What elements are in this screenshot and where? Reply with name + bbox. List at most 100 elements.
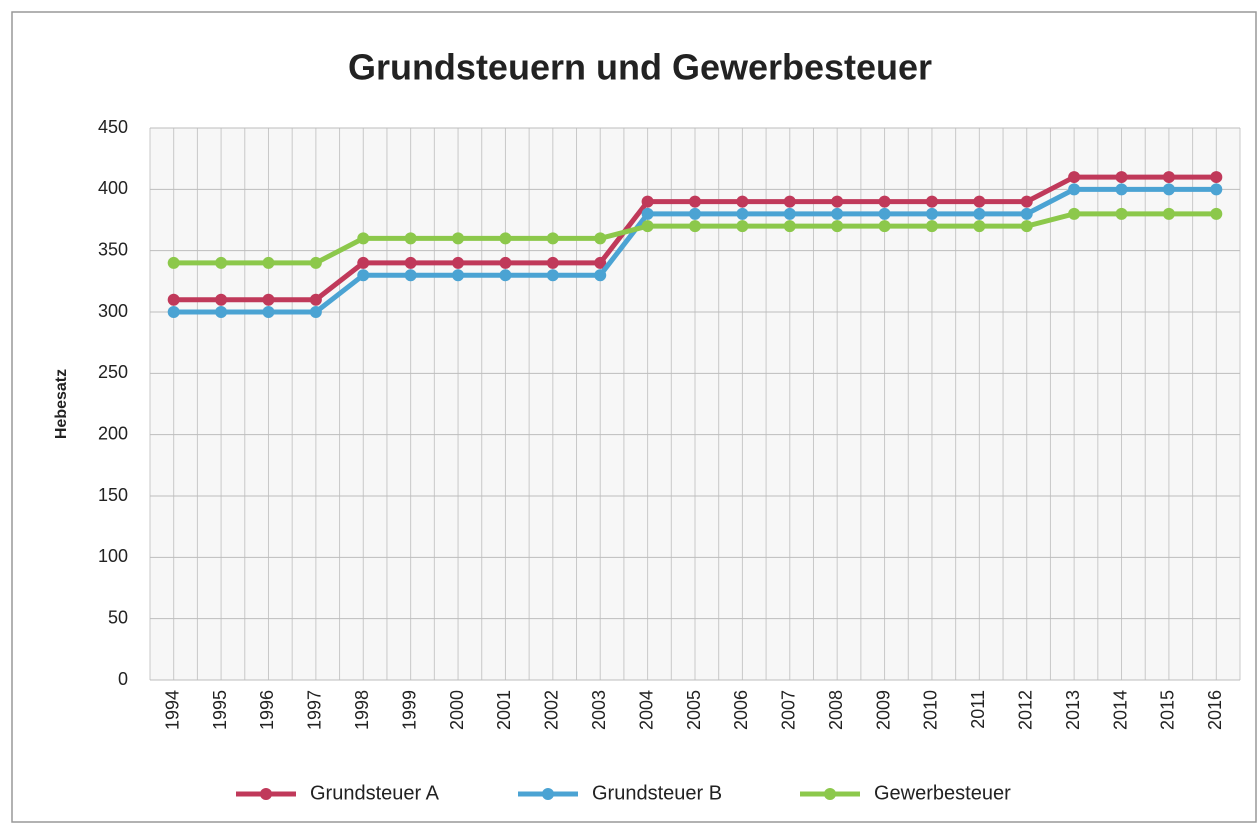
series-point <box>499 256 512 269</box>
series-point <box>1068 183 1081 196</box>
x-tick-label: 1998 <box>352 690 372 730</box>
series-point <box>499 232 512 245</box>
series-point <box>404 232 417 245</box>
y-tick-label: 50 <box>108 607 128 627</box>
series-point <box>452 269 465 282</box>
series-point <box>831 207 844 220</box>
series-point <box>973 207 986 220</box>
series-point <box>404 256 417 269</box>
series-point <box>594 269 607 282</box>
x-tick-label: 1994 <box>162 690 182 730</box>
series-point <box>357 232 370 245</box>
series-point <box>357 269 370 282</box>
y-axis-label: Hebesatz <box>53 369 70 439</box>
y-tick-label: 450 <box>98 117 128 137</box>
series-point <box>783 207 796 220</box>
series-point <box>736 195 749 208</box>
series-point <box>925 207 938 220</box>
y-tick-label: 400 <box>98 178 128 198</box>
chart-title: Grundsteuern und Gewerbesteuer <box>348 47 932 88</box>
series-point <box>262 256 275 269</box>
series-point <box>452 256 465 269</box>
series-point <box>783 220 796 233</box>
series-point <box>215 306 228 318</box>
legend-label: Gewerbesteuer <box>874 782 1011 804</box>
series-point <box>309 256 322 269</box>
series-point <box>1068 171 1081 184</box>
series-point <box>404 269 417 282</box>
series-point <box>1115 171 1128 184</box>
series-point <box>452 232 465 245</box>
legend-label: Grundsteuer A <box>310 782 440 804</box>
x-tick-label: 2002 <box>542 690 562 730</box>
legend-marker <box>542 788 554 800</box>
series-point <box>1068 207 1081 220</box>
series-point <box>262 293 275 306</box>
y-tick-label: 300 <box>98 301 128 321</box>
series-point <box>1162 171 1175 184</box>
series-point <box>925 220 938 233</box>
x-tick-label: 2015 <box>1158 690 1178 730</box>
series-point <box>1020 207 1033 220</box>
series-point <box>878 220 891 233</box>
x-tick-label: 2000 <box>447 690 467 730</box>
series-point <box>309 293 322 306</box>
series-point <box>1210 171 1223 184</box>
x-tick-label: 2012 <box>1015 690 1035 730</box>
y-tick-label: 250 <box>98 362 128 382</box>
y-tick-label: 200 <box>98 423 128 443</box>
series-point <box>594 256 607 269</box>
series-point <box>831 220 844 233</box>
legend-label: Grundsteuer B <box>592 782 722 804</box>
x-tick-label: 2010 <box>921 690 941 730</box>
series-point <box>1020 195 1033 208</box>
series-point <box>167 256 180 269</box>
y-tick-label: 100 <box>98 546 128 566</box>
series-point <box>736 220 749 233</box>
y-tick-label: 0 <box>118 669 128 689</box>
x-tick-label: 2007 <box>779 690 799 730</box>
series-point <box>499 269 512 282</box>
series-point <box>689 195 701 208</box>
series-point <box>641 207 654 220</box>
x-tick-label: 2013 <box>1063 690 1083 730</box>
x-tick-label: 2004 <box>636 690 656 730</box>
x-tick-label: 2014 <box>1110 690 1130 730</box>
legend-marker <box>824 788 836 800</box>
series-point <box>641 220 654 233</box>
x-tick-label: 2008 <box>826 690 846 730</box>
series-point <box>215 256 228 269</box>
series-point <box>1020 220 1033 233</box>
series-point <box>546 232 559 245</box>
y-tick-label: 150 <box>98 485 128 505</box>
x-tick-label: 2001 <box>494 690 514 730</box>
series-point <box>546 269 559 282</box>
series-point <box>925 195 938 208</box>
y-tick-label: 350 <box>98 239 128 259</box>
series-point <box>262 306 275 318</box>
series-point <box>546 256 559 269</box>
x-tick-label: 2011 <box>968 690 988 729</box>
series-point <box>309 306 322 318</box>
x-tick-label: 2005 <box>684 690 704 730</box>
series-point <box>973 220 986 233</box>
series-point <box>215 293 228 306</box>
series-point <box>641 195 654 208</box>
series-point <box>1115 183 1128 196</box>
series-point <box>689 220 701 233</box>
series-point <box>1210 183 1223 196</box>
series-point <box>1210 207 1223 220</box>
series-point <box>783 195 796 208</box>
series-point <box>878 195 891 208</box>
series-point <box>167 293 180 306</box>
series-point <box>689 207 701 220</box>
series-point <box>167 306 180 318</box>
series-point <box>878 207 891 220</box>
series-point <box>1115 207 1128 220</box>
series-point <box>1162 207 1175 220</box>
x-tick-label: 1995 <box>210 690 230 730</box>
legend-marker <box>260 788 272 800</box>
x-tick-label: 1996 <box>257 690 277 730</box>
